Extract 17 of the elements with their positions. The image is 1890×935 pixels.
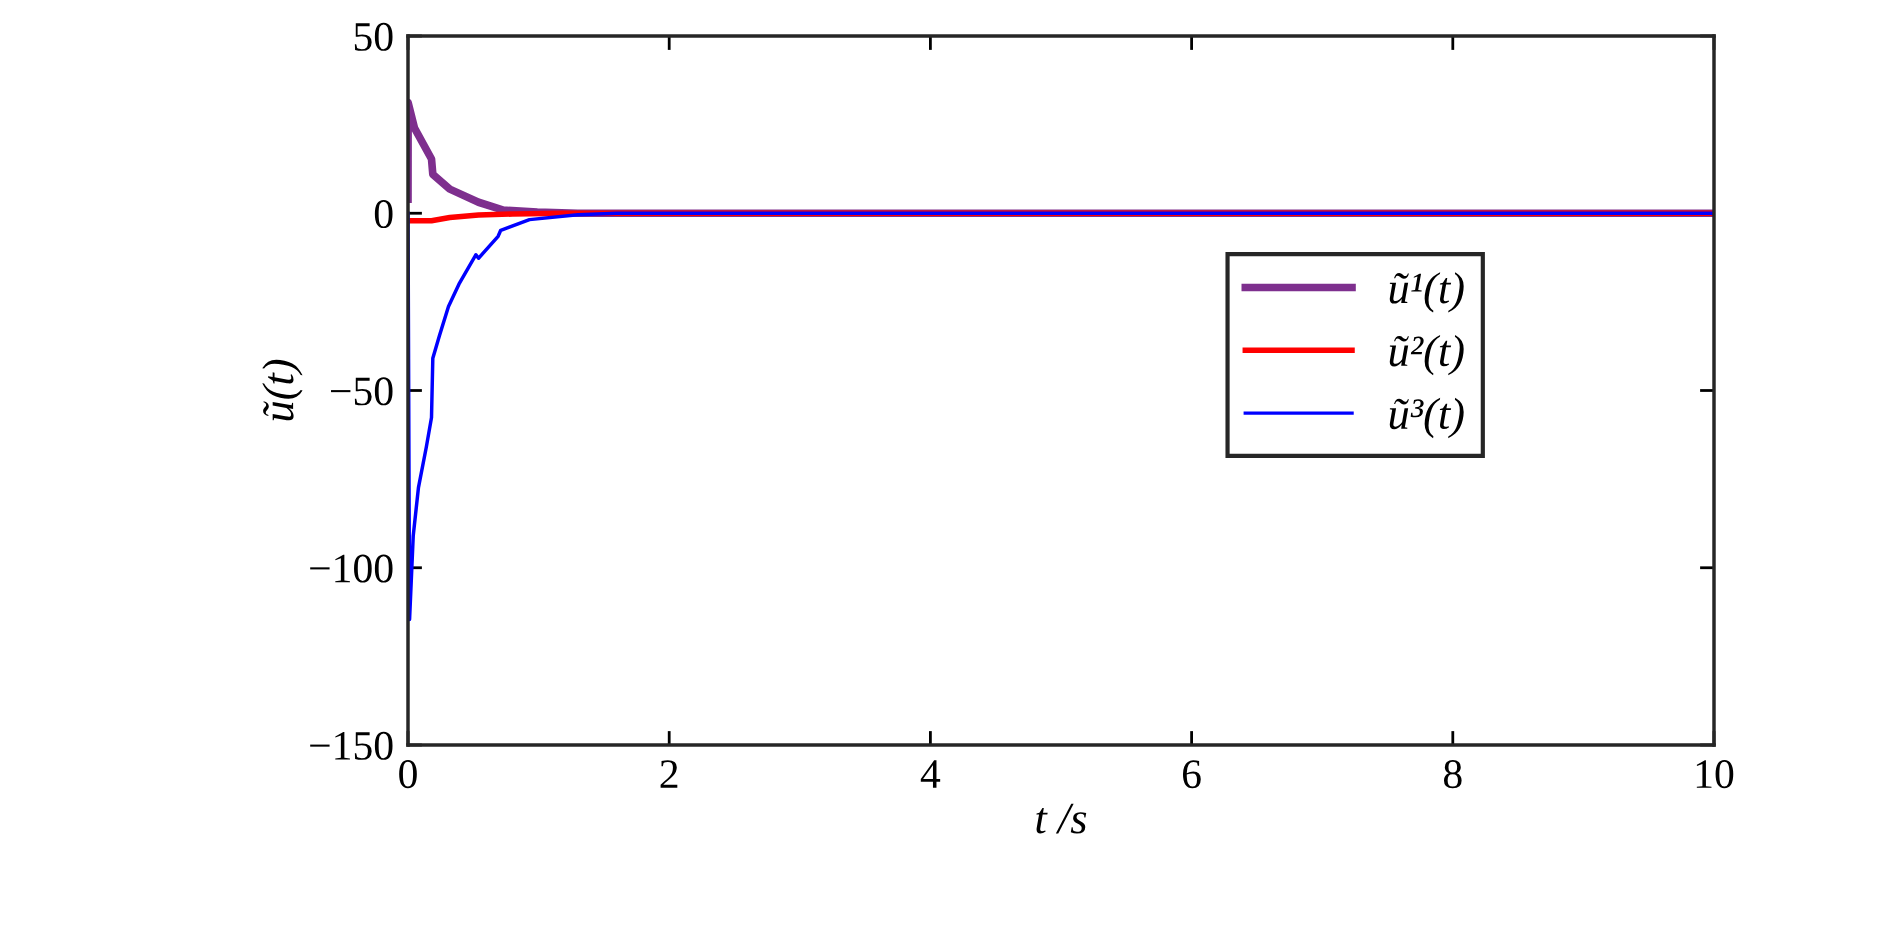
x-tick-label: 0 — [399, 760, 417, 789]
legend-label: ũ¹(t) — [1389, 272, 1464, 313]
line-series — [408, 211, 1714, 622]
x-axis-title: t /s — [1036, 803, 1087, 834]
x-tick-label: 6 — [1182, 760, 1201, 789]
x-tick-label: 2 — [660, 760, 678, 788]
y-tick-label: 0 — [374, 200, 393, 229]
y-tick-label: −50 — [331, 377, 393, 406]
x-tick-label: 8 — [1443, 760, 1462, 789]
legend-label: ũ²(t) — [1389, 335, 1464, 376]
y-tick-label: −100 — [310, 554, 393, 583]
x-tick-label: 10 — [1696, 760, 1734, 789]
y-tick-label: 50 — [354, 22, 393, 51]
legend-label: ũ³(t) — [1389, 397, 1464, 439]
y-tick-label: −150 — [310, 731, 393, 760]
y-axis-title: ũ(t) — [262, 359, 303, 421]
x-tick-label: 4 — [920, 760, 941, 788]
